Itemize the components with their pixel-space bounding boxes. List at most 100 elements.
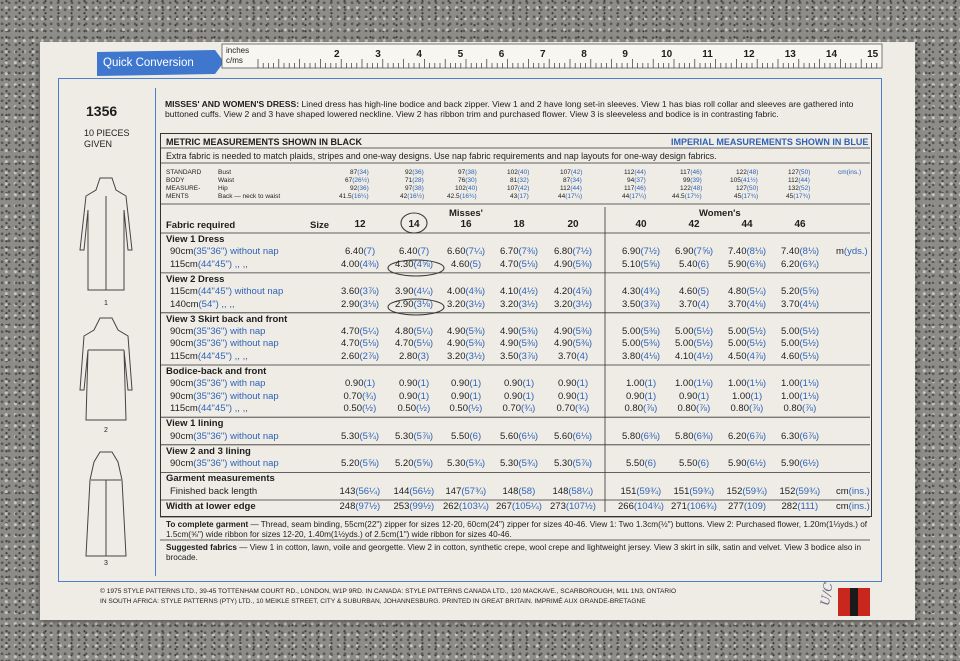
amount: 4.60(5) [679, 286, 710, 298]
bm-value: 107(42) [507, 185, 530, 192]
ruler-number: 6 [498, 49, 505, 60]
size: 44 [741, 219, 753, 230]
row-label: 115cm(44"45") ,, ,, [170, 402, 248, 414]
row-label: 90cm(35"36") without nap [170, 338, 279, 350]
amount: 5.90(6⅜) [728, 258, 767, 270]
fabric-required: Fabric required [166, 220, 236, 231]
unit: cm(ins.) [836, 501, 870, 512]
bm-value: 87(34) [350, 169, 369, 176]
amount: 0.80(⅞) [730, 402, 764, 414]
handwriting: U/C [817, 581, 836, 607]
bm-value: 102(40) [507, 169, 530, 176]
amount: 4.30(4¾) [622, 286, 661, 298]
amount: 5.00(5½) [728, 326, 767, 338]
amount: 4.90(5⅜) [500, 326, 539, 338]
amount: 0.70(¾) [343, 390, 377, 402]
envelope-back [40, 42, 915, 620]
amount: 7.40(8⅛) [781, 246, 820, 258]
bm-value: 44(17¼) [622, 193, 647, 200]
bm-value: 107(42) [560, 169, 583, 176]
ruler-number: 5 [457, 49, 464, 60]
amount: 5.30(5¾) [341, 430, 380, 442]
size: 46 [794, 219, 806, 230]
bm-value: 92(36) [405, 169, 424, 176]
amount: 5.20(5⅝) [395, 458, 434, 470]
amount: 4.70(5⅛) [500, 258, 539, 270]
bm-value: 97(38) [458, 169, 477, 176]
amount: 4.90(5⅜) [554, 326, 593, 338]
amount: 5.80(6⅜) [675, 430, 714, 442]
bm-value: 45(17¾) [786, 193, 811, 200]
bm-value: 127(50) [788, 169, 811, 176]
color-label [838, 588, 870, 616]
row-label: 90cm(35"36") without nap [170, 458, 279, 470]
amount: 5.30(5⅞) [554, 458, 593, 470]
size: 40 [635, 219, 647, 230]
amount: 1.00(1) [732, 390, 763, 402]
amount: 0.70(¾) [502, 402, 536, 414]
row-label: 115cm(44"45") ,, ,, [170, 350, 248, 362]
pieces-given: GIVEN [84, 139, 113, 149]
lead: To complete garment [166, 520, 249, 529]
copyright: IN SOUTH AFRICA: STYLE PATTERNS (PTY) LT… [100, 598, 646, 605]
amount: 0.90(1) [345, 378, 376, 390]
ruler-number: 15 [867, 49, 879, 60]
bm-value: 127(50) [736, 185, 759, 192]
amount: 5.20(5⅝) [781, 286, 820, 298]
bm-value: 94(37) [627, 177, 646, 184]
bm-name: Hip [218, 185, 228, 192]
amount: 2.80(3) [399, 350, 430, 362]
amount: 7.40(8⅛) [728, 246, 767, 258]
group-title: Bodice-back and front [166, 366, 267, 377]
amount: 4.60(5⅛) [781, 350, 820, 362]
bm-label: MENTS [166, 193, 189, 200]
amount: 4.70(5⅛) [341, 338, 380, 350]
amount: 4.10(4½) [675, 350, 714, 362]
amount: 4.70(5¼) [341, 326, 380, 338]
amount: 0.50(½) [449, 402, 483, 414]
ruler-number: 8 [581, 49, 587, 60]
amount: 2.90(3⅛) [395, 298, 434, 310]
lead: MISSES' AND WOMEN'S DRESS: [165, 99, 300, 109]
bm-value: 122(48) [680, 185, 703, 192]
amount: 5.00(5⅜) [622, 338, 661, 350]
ruler-number: 9 [622, 49, 628, 60]
notions: To complete garment — Thread, seam bindi… [166, 520, 871, 540]
ruler-number: 12 [743, 49, 755, 60]
amount: 2.60(2⅞) [341, 350, 380, 362]
amount: 4.80(5¼) [728, 286, 767, 298]
amount: 282(111) [781, 501, 819, 512]
amount: 0.90(1) [451, 390, 482, 402]
amount: 5.40(6) [679, 258, 710, 270]
amount: 6.70(7⅜) [500, 246, 539, 258]
amount: 4.90(5⅜) [554, 338, 593, 350]
bm-name: Waist [218, 177, 235, 184]
row-label: 115cm(44"45") ,, ,, [170, 258, 248, 270]
row-label: 90cm(35"36") without nap [170, 390, 279, 402]
amount: 5.00(5½) [675, 326, 714, 338]
amount: 5.50(6) [679, 458, 710, 470]
amount: 0.50(½) [343, 402, 377, 414]
amount: 0.50(½) [397, 402, 431, 414]
bm-value: 117(46) [624, 185, 646, 192]
amount: 5.10(5⅝) [622, 258, 661, 270]
amount: 3.70(4⅛) [728, 298, 767, 310]
amount: 6.60(7¼) [447, 246, 486, 258]
amount: 4.90(5⅜) [554, 258, 593, 270]
amount: 0.80(⅞) [624, 402, 658, 414]
bm-label: MEASURE- [166, 185, 201, 192]
bm-value: 45(17¾) [734, 193, 759, 200]
bm-value: 42(16½) [400, 193, 425, 200]
amount: 0.90(1) [626, 390, 657, 402]
amount: 6.20(6⅞) [728, 430, 767, 442]
blue-frame [58, 78, 882, 582]
bm-value: 105(41½) [730, 177, 758, 184]
description: MISSES' AND WOMEN'S DRESS: Lined dress h… [165, 99, 870, 119]
size: 42 [688, 219, 700, 230]
ruler-number: 10 [661, 49, 673, 60]
amount: 4.90(5⅜) [447, 338, 486, 350]
ruler-number: 13 [784, 49, 796, 60]
row-label: 90cm(35"36") without nap [170, 246, 279, 258]
amount: 5.00(5½) [675, 338, 714, 350]
